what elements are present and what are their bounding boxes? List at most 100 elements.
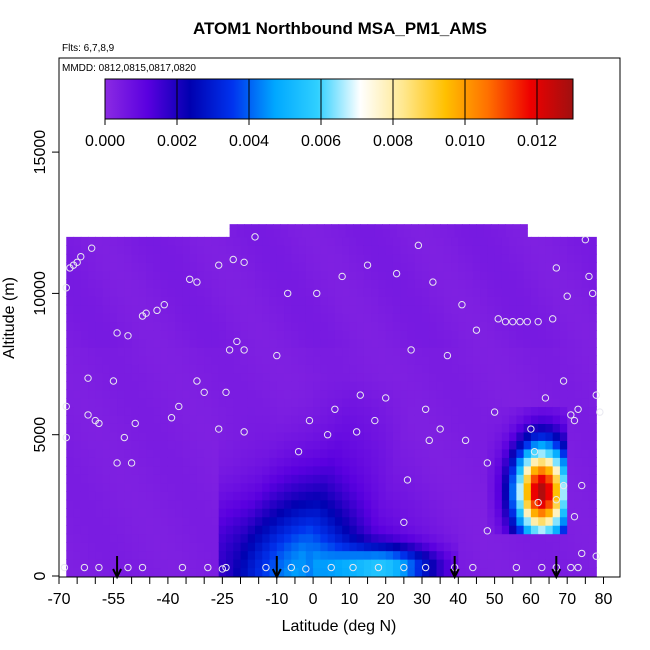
- heatmap-cell: [414, 465, 423, 475]
- heatmap-cell: [255, 525, 263, 535]
- heatmap-cell: [255, 313, 263, 323]
- heatmap-cell: [88, 279, 96, 289]
- heatmap-cell: [436, 347, 445, 357]
- heatmap-cell: [349, 287, 358, 297]
- heatmap-cell: [233, 559, 242, 569]
- heatmap-cell: [313, 279, 321, 289]
- heatmap-cell: [305, 508, 314, 518]
- heatmap-cell: [363, 304, 372, 314]
- heatmap-cell: [247, 474, 256, 484]
- heatmap-cell: [88, 236, 96, 246]
- heatmap-cell: [429, 508, 438, 518]
- heatmap-cell: [80, 533, 89, 543]
- heatmap-cell: [501, 414, 510, 424]
- heatmap-cell: [66, 245, 75, 255]
- heatmap-cell: [581, 253, 590, 263]
- heatmap-cell: [574, 236, 583, 246]
- heatmap-cell: [356, 457, 365, 467]
- heatmap-cell: [327, 516, 336, 526]
- heatmap-cell: [356, 389, 365, 399]
- heatmap-cell: [189, 533, 198, 543]
- heatmap-cell: [175, 559, 184, 569]
- sample-point: [509, 317, 517, 326]
- heatmap-cell: [545, 389, 554, 399]
- heatmap-cell: [233, 262, 242, 272]
- heatmap-cell: [189, 253, 198, 263]
- heatmap-cell: [153, 397, 162, 408]
- sample-point: [124, 332, 132, 340]
- heatmap-cell: [327, 321, 336, 331]
- heatmap-cell: [451, 414, 459, 424]
- heatmap-cell: [196, 304, 205, 314]
- heatmap-cell: [538, 559, 547, 569]
- heatmap-cell: [225, 262, 234, 272]
- heatmap-cell: [516, 296, 525, 306]
- heatmap-cell: [182, 550, 191, 560]
- sample-point: [138, 563, 147, 572]
- heatmap-cell: [414, 372, 423, 382]
- heatmap-cell: [509, 330, 517, 340]
- heatmap-cell: [480, 355, 488, 365]
- heatmap-cell: [240, 347, 249, 357]
- heatmap-cell: [131, 414, 140, 424]
- heatmap-cell: [233, 397, 242, 408]
- heatmap-cell: [407, 491, 416, 501]
- heatmap-cell: [95, 389, 104, 399]
- heatmap-cell: [146, 330, 154, 340]
- heatmap-cell: [581, 397, 590, 408]
- heatmap-cell: [552, 236, 561, 246]
- heatmap-cell: [552, 397, 561, 408]
- heatmap-cell: [211, 338, 220, 348]
- heatmap-cell: [95, 499, 104, 509]
- heatmap-cell: [146, 304, 154, 314]
- heatmap-cell: [276, 559, 285, 569]
- heatmap-cell: [378, 397, 387, 408]
- sample-point: [185, 275, 194, 283]
- heatmap-cell: [167, 296, 176, 306]
- heatmap-cell: [102, 372, 111, 382]
- heatmap-cell: [342, 355, 350, 365]
- heatmap-cell: [298, 525, 307, 535]
- heatmap-cell: [175, 330, 184, 340]
- heatmap-cell: [574, 262, 583, 272]
- heatmap-cell: [371, 465, 380, 475]
- heatmap-cell: [73, 525, 82, 535]
- heatmap-cell: [196, 397, 205, 408]
- heatmap-cell: [559, 304, 568, 314]
- heatmap-cell: [313, 347, 321, 357]
- heatmap-cell: [255, 245, 263, 255]
- heatmap-cell: [240, 499, 249, 509]
- heatmap-cell: [80, 542, 89, 552]
- heatmap-cell: [95, 414, 104, 424]
- heatmap-cell: [559, 542, 568, 552]
- heatmap-cell: [501, 550, 510, 560]
- heatmap-cell: [124, 355, 133, 365]
- heatmap-cell: [356, 338, 365, 348]
- heatmap-cell: [451, 364, 459, 374]
- heatmap-cell: [458, 491, 467, 501]
- heatmap-cell: [73, 381, 82, 391]
- heatmap-cell: [472, 397, 481, 408]
- sample-point: [240, 258, 248, 267]
- heatmap-cell: [363, 236, 372, 246]
- heatmap-cell: [342, 296, 350, 306]
- heatmap-cell: [124, 321, 133, 331]
- heatmap-cell: [247, 389, 256, 399]
- heatmap-cell: [269, 448, 278, 458]
- heatmap-cell: [117, 448, 125, 458]
- heatmap-cell: [400, 542, 409, 552]
- heatmap-cell: [509, 440, 517, 450]
- heatmap-cell: [559, 533, 568, 543]
- heatmap-cell: [88, 525, 96, 535]
- heatmap-cell: [298, 364, 307, 374]
- heatmap-cell: [189, 338, 198, 348]
- heatmap-cell: [494, 321, 503, 331]
- heatmap-cell: [305, 465, 314, 475]
- heatmap-cell: [225, 397, 234, 408]
- heatmap-cell: [189, 482, 198, 492]
- heatmap-cell: [530, 448, 539, 458]
- heatmap-cell: [109, 287, 118, 297]
- heatmap-cell: [559, 482, 568, 492]
- heatmap-cell: [581, 236, 590, 246]
